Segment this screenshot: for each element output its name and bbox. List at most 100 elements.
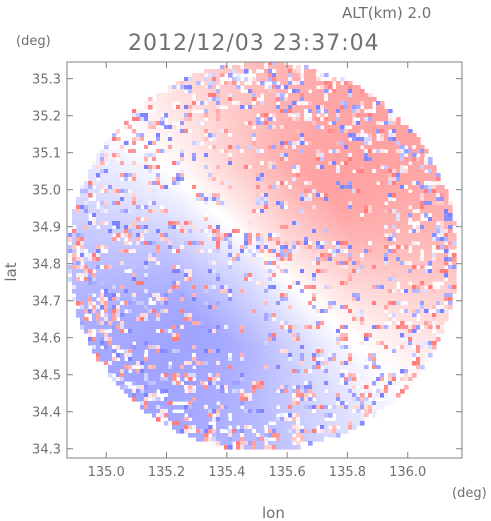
echo-cell [176, 257, 181, 262]
echo-cell [440, 209, 445, 214]
echo-cell [316, 205, 321, 210]
echo-cell [248, 105, 253, 110]
echo-cell [256, 285, 261, 290]
echo-cell [288, 269, 293, 274]
echo-cell [260, 261, 265, 266]
echo-cell [168, 121, 173, 126]
echo-cell [96, 253, 101, 258]
echo-cell [284, 85, 289, 90]
echo-cell [232, 269, 237, 274]
echo-cell [216, 277, 221, 282]
echo-cell [224, 317, 229, 322]
echo-cell [372, 165, 377, 170]
echo-cell [248, 305, 253, 310]
echo-cell [220, 133, 225, 138]
echo-cell [436, 241, 441, 246]
echo-cell [288, 217, 293, 222]
echo-cell [396, 233, 401, 238]
echo-cell [304, 209, 309, 214]
echo-cell [296, 125, 301, 130]
echo-cell [188, 173, 193, 178]
echo-cell [172, 209, 177, 214]
echo-cell [300, 157, 305, 162]
echo-cell [384, 261, 389, 266]
echo-cell [284, 301, 289, 306]
echo-cell [360, 153, 365, 158]
echo-cell [432, 205, 437, 210]
echo-cell [308, 317, 313, 322]
echo-cell [316, 309, 321, 314]
echo-cell [412, 245, 417, 250]
echo-cell [168, 157, 173, 162]
echo-cell [328, 313, 333, 318]
echo-cell [232, 177, 237, 182]
echo-cell [376, 165, 381, 170]
echo-cell [188, 81, 193, 86]
echo-cell [148, 277, 153, 282]
echo-cell [280, 241, 285, 246]
echo-cell [412, 177, 417, 182]
echo-cell [376, 273, 381, 278]
echo-cell [264, 153, 269, 158]
echo-cell [252, 113, 257, 118]
echo-cell [192, 157, 197, 162]
echo-cell [188, 281, 193, 286]
echo-cell [304, 153, 309, 158]
echo-cell [224, 193, 229, 198]
echo-cell [260, 137, 265, 142]
echo-cell [208, 165, 213, 170]
echo-cell [284, 89, 289, 94]
echo-cell [188, 177, 193, 182]
echo-cell [268, 62, 273, 66]
echo-cell [396, 181, 401, 186]
echo-cell [172, 97, 177, 102]
echo-cell [228, 229, 233, 234]
echo-cell [152, 281, 157, 286]
echo-cell [148, 181, 153, 186]
echo-cell [312, 261, 317, 266]
echo-cell [448, 241, 453, 246]
echo-cell [280, 285, 285, 290]
echo-cell [216, 113, 221, 118]
echo-cell [196, 285, 201, 290]
echo-cell [200, 101, 205, 106]
echo-cell [372, 205, 377, 210]
echo-cell [376, 313, 381, 318]
echo-cell [420, 145, 425, 150]
echo-cell [384, 165, 389, 170]
echo-cell [404, 245, 409, 250]
echo-cell [328, 245, 333, 250]
echo-cell [388, 153, 393, 158]
echo-cell [216, 261, 221, 266]
echo-cell [352, 129, 357, 134]
echo-cell [164, 113, 169, 118]
echo-cell [156, 273, 161, 278]
echo-cell [240, 221, 245, 226]
echo-cell [280, 301, 285, 306]
echo-cell [152, 169, 157, 174]
echo-cell [140, 285, 145, 290]
echo-cell [320, 249, 325, 254]
echo-cell [324, 209, 329, 214]
echo-cell [328, 177, 333, 182]
echo-cell [268, 73, 273, 78]
echo-cell [148, 253, 153, 258]
echo-cell [328, 265, 333, 270]
echo-cell [384, 297, 389, 302]
echo-cell [284, 277, 289, 282]
echo-cell [160, 281, 165, 286]
echo-cell [352, 121, 357, 126]
echo-cell [380, 201, 385, 206]
echo-cell [356, 309, 361, 314]
echo-cell [400, 209, 405, 214]
echo-cell [276, 309, 281, 314]
echo-cell [360, 201, 365, 206]
echo-cell [124, 265, 129, 270]
echo-cell [268, 277, 273, 282]
echo-cell [76, 241, 81, 246]
echo-cell [116, 193, 121, 198]
echo-cell [400, 149, 405, 154]
echo-cell [260, 105, 265, 110]
echo-cell [396, 117, 401, 122]
echo-cell [104, 209, 109, 214]
